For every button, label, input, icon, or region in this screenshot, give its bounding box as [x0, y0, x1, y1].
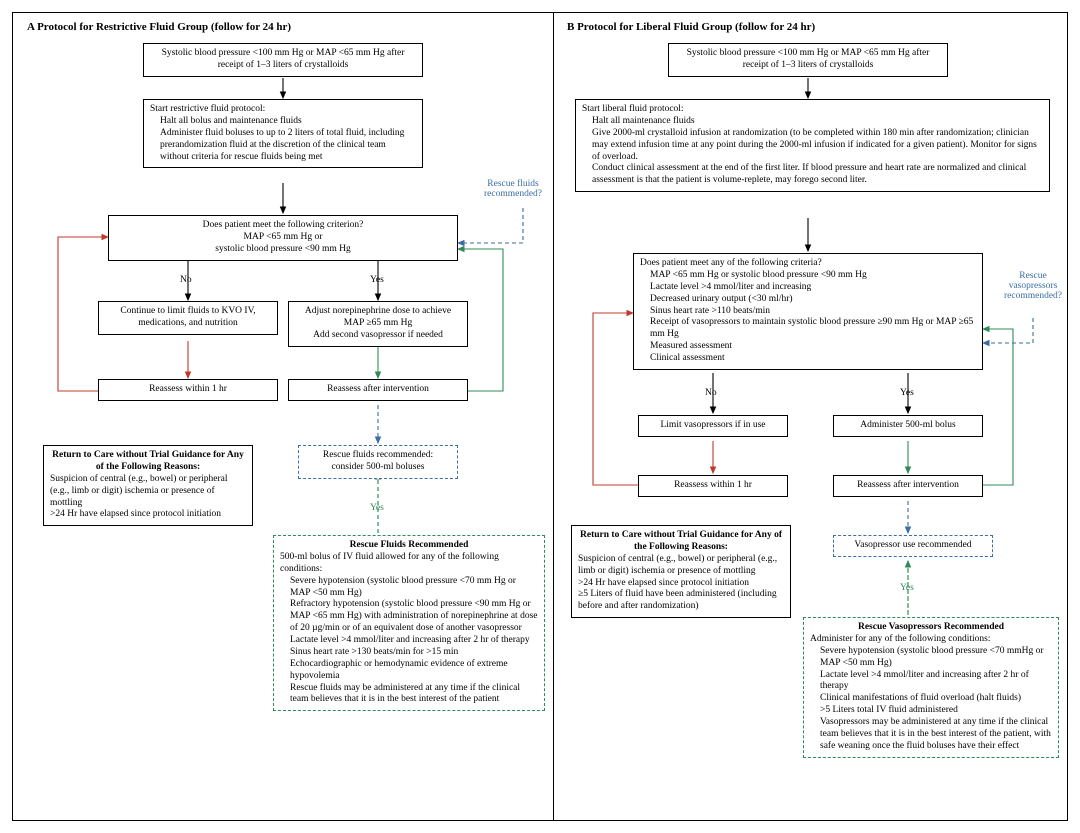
panel-a-label: A Protocol for Restrictive Fluid Group (… — [27, 21, 291, 33]
b-box-reassess2: Reassess after intervention — [833, 475, 983, 497]
b-no-label: No — [705, 388, 717, 398]
b-rescue-rec-box: Rescue Vasopressors Recommended Administ… — [803, 617, 1059, 758]
panel-divider — [553, 13, 554, 820]
a-protocol-l1: Halt all bolus and maintenance fluids — [150, 116, 416, 128]
b-vaso-box: Vasopressor use recommended — [833, 535, 993, 557]
b-protocol-l1: Halt all maintenance fluids — [582, 116, 1043, 128]
a-box-adjust: Adjust norepinephrine dose to achieve MA… — [288, 301, 468, 347]
figure-container: A Protocol for Restrictive Fluid Group (… — [12, 12, 1068, 821]
b-box-criteria: Does patient meet any of the following c… — [633, 253, 983, 370]
b-rr-i3: >5 Liters total IV fluid administered — [810, 705, 1052, 717]
a-return-title: Return to Care without Trial Guidance fo… — [50, 450, 246, 474]
b-crit-q: Does patient meet any of the following c… — [640, 258, 822, 268]
b-ci4: Receipt of vasopressors to maintain syst… — [640, 317, 976, 341]
b-vaso-yes: Yes — [900, 583, 914, 593]
b-return-box: Return to Care without Trial Guidance fo… — [571, 525, 791, 618]
b-return-body: Suspicion of central (e.g., bowel) or pe… — [578, 554, 784, 613]
a-rr-i2: Lactate level >4 mmol/liter and increasi… — [280, 635, 538, 647]
a-rescue-yes: Yes — [370, 503, 384, 513]
a-box-criterion: Does patient meet the following criterio… — [108, 215, 458, 261]
b-rr-title: Rescue Vasopressors Recommended — [810, 622, 1052, 634]
a-box-reassess1: Reassess within 1 hr — [98, 379, 278, 401]
b-box-reassess1: Reassess within 1 hr — [638, 475, 788, 497]
b-box-protocol: Start liberal fluid protocol: Halt all m… — [575, 99, 1050, 192]
b-box-bolus: Administer 500-ml bolus — [833, 415, 983, 437]
a-box-limit: Continue to limit fluids to KVO IV, medi… — [98, 301, 278, 335]
b-ci2: Decreased urinary output (<30 ml/hr) — [640, 294, 976, 306]
a-crit-q: Does patient meet the following criterio… — [203, 220, 364, 230]
a-rr-intro: 500-ml bolus of IV fluid allowed for any… — [280, 552, 499, 574]
b-protocol-l2: Give 2000-ml crystalloid infusion at ran… — [582, 128, 1043, 164]
a-crit-l1: MAP <65 mm Hg or — [244, 232, 323, 242]
b-rr-i4: Vasopressors may be administered at any … — [810, 717, 1052, 753]
b-protocol-l3: Conduct clinical assessment at the end o… — [582, 163, 1043, 187]
a-yes-label: Yes — [370, 275, 384, 285]
b-ci5: Measured assessment — [640, 341, 976, 353]
b-rr-i2: Clinical manifestations of fluid overloa… — [810, 693, 1052, 705]
a-rescue-box: Rescue fluids recommended: consider 500-… — [298, 445, 458, 479]
b-protocol-title: Start liberal fluid protocol: — [582, 104, 684, 114]
a-protocol-title: Start restrictive fluid protocol: — [150, 104, 265, 114]
a-rr-i4: Echocardiographic or hemodynamic evidenc… — [280, 659, 538, 683]
a-protocol-l2: Administer fluid boluses to up to 2 lite… — [150, 128, 416, 164]
a-rr-i3: Sinus heart rate >130 beats/min for >15 … — [280, 647, 538, 659]
a-rr-i1: Refractory hypotension (systolic blood p… — [280, 599, 538, 635]
b-rr-i1: Lactate level >4 mmol/liter and increasi… — [810, 670, 1052, 694]
b-ci3: Sinus heart rate >110 beats/min — [640, 306, 976, 318]
a-rr-i0: Severe hypotension (systolic blood press… — [280, 576, 538, 600]
a-crit-l2: systolic blood pressure <90 mm Hg — [215, 244, 350, 254]
b-ci1: Lactate level >4 mmol/liter and increasi… — [640, 282, 976, 294]
a-rr-title: Rescue Fluids Recommended — [280, 540, 538, 552]
a-box-protocol: Start restrictive fluid protocol: Halt a… — [143, 99, 423, 168]
b-return-title: Return to Care without Trial Guidance fo… — [578, 530, 784, 554]
a-return-body: Suspicion of central (e.g., bowel) or pe… — [50, 474, 246, 522]
a-return-box: Return to Care without Trial Guidance fo… — [43, 445, 253, 526]
b-box-limit: Limit vasopressors if in use — [638, 415, 788, 437]
b-rr-intro: Administer for any of the following cond… — [810, 634, 990, 644]
panel-b-label: B Protocol for Liberal Fluid Group (foll… — [567, 21, 815, 33]
b-rescue-q: Rescue vasopressors recommended? — [998, 271, 1068, 301]
b-ci0: MAP <65 mm Hg or systolic blood pressure… — [640, 270, 976, 282]
a-no-label: No — [180, 275, 192, 285]
b-rr-i0: Severe hypotension (systolic blood press… — [810, 646, 1052, 670]
a-box-entry: Systolic blood pressure <100 mm Hg or MA… — [143, 43, 423, 77]
a-rescue-q: Rescue fluids recommended? — [473, 179, 553, 199]
b-box-entry: Systolic blood pressure <100 mm Hg or MA… — [668, 43, 948, 77]
b-yes-label: Yes — [900, 388, 914, 398]
a-rescue-rec-box: Rescue Fluids Recommended 500-ml bolus o… — [273, 535, 545, 711]
b-ci6: Clinical assessment — [640, 353, 976, 365]
a-box-reassess2: Reassess after intervention — [288, 379, 468, 401]
a-rr-i5: Rescue fluids may be administered at any… — [280, 683, 538, 707]
